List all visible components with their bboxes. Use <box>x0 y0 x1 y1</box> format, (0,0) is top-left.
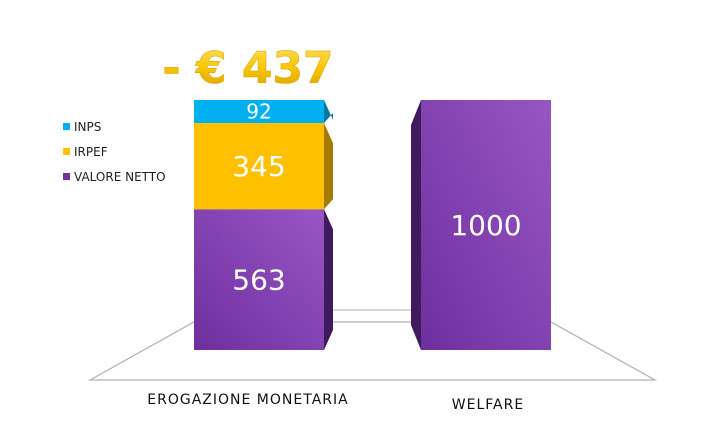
legend-swatch-irpef <box>63 148 70 155</box>
bar-valore-netto-1 <box>421 100 551 350</box>
annotation-difference: - € 437 <box>162 43 333 94</box>
bar-side-irpef-0 <box>324 123 333 210</box>
bar-side-valore-netto-1 <box>411 100 421 350</box>
legend-swatch-inps <box>63 123 70 130</box>
legend-swatch-valore-netto <box>63 173 70 180</box>
legend-label-valore-netto: VALORE NETTO <box>74 170 166 184</box>
data-label-valore-netto-0: 563 <box>232 264 285 297</box>
legend-label-inps: INPS <box>74 120 101 134</box>
chart-floor <box>87 309 658 381</box>
bar-irpef-0 <box>194 123 324 210</box>
bar-side-valore-netto-0 <box>324 209 333 350</box>
x-tick-label-erogazione: EROGAZIONE MONETARIA <box>147 392 348 408</box>
data-label-irpef-0: 345 <box>232 150 285 183</box>
x-tick-label-welfare: WELFARE <box>452 397 524 413</box>
data-label-inps-0: 92 <box>246 100 271 124</box>
legend: INPS IRPEF VALORE NETTO <box>63 120 166 184</box>
legend-label-irpef: IRPEF <box>74 145 108 159</box>
bar-valore-netto-0 <box>194 209 324 350</box>
data-label-valore-netto-1: 1000 <box>450 209 521 242</box>
bar-side-inps-0 <box>324 100 333 123</box>
bar-inps-0 <box>194 100 324 123</box>
